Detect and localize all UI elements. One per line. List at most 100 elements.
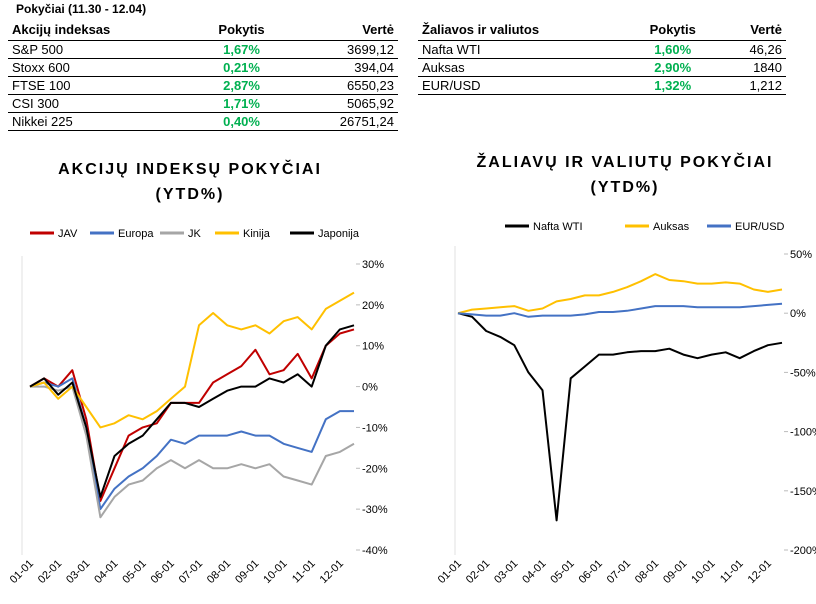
x-tick-label: 01-01	[436, 558, 464, 586]
table-row: Nikkei 225 0,40% 26751,24	[8, 112, 398, 131]
table-row: FTSE 100 2,87% 6550,23	[8, 76, 398, 95]
x-tick-label: 10-01	[689, 558, 717, 586]
y-tick-label: 50%	[790, 249, 812, 261]
table-cell: 1,67%	[194, 40, 290, 59]
legend-label: Japonija	[318, 228, 360, 240]
y-tick-label: 30%	[362, 259, 384, 271]
series-line	[30, 385, 355, 519]
y-tick-label: -20%	[362, 463, 388, 475]
table-cell: 1840	[718, 58, 786, 77]
x-tick-label: 02-01	[36, 558, 64, 586]
chart-title: ŽALIAVŲ IR VALIUTŲ POKYČIAI	[477, 152, 774, 171]
x-tick-label: 09-01	[233, 558, 261, 586]
legend-label: EUR/USD	[735, 221, 785, 233]
series-line	[457, 273, 783, 315]
column-header: Vertė	[289, 18, 398, 41]
table-cell: 1,71%	[194, 94, 290, 113]
table-cell: 394,04	[289, 58, 398, 77]
table-cell: Auksas	[418, 58, 628, 77]
legend-label: Nafta WTI	[533, 221, 583, 233]
table-row: Nafta WTI 1,60% 46,26	[418, 40, 786, 59]
table-cell: Nafta WTI	[418, 40, 628, 59]
x-tick-label: 12-01	[746, 558, 774, 586]
table-cell: 0,21%	[194, 58, 290, 77]
x-tick-label: 07-01	[177, 558, 205, 586]
table-cell: 1,32%	[627, 76, 719, 95]
table-cell: 26751,24	[289, 112, 398, 131]
y-tick-label: -50%	[790, 367, 816, 379]
x-tick-label: 05-01	[120, 558, 148, 586]
y-tick-label: -200%	[790, 545, 816, 557]
table-block: Pokyčiai (11.30 - 12.04) Akcijų indeksas P…	[8, 0, 398, 131]
x-tick-label: 08-01	[633, 558, 661, 586]
header-row: Žaliavos ir valiutos Pokytis Vertė	[418, 18, 786, 41]
y-tick-label: -30%	[362, 504, 388, 516]
y-tick-label: 10%	[362, 341, 384, 353]
y-tick-label: 20%	[362, 300, 384, 312]
table-cell: Nikkei 225	[8, 112, 195, 131]
x-tick-label: 05-01	[548, 558, 576, 586]
y-tick-label: -10%	[362, 422, 388, 434]
x-tick-label: 08-01	[205, 558, 233, 586]
series-line	[29, 324, 355, 498]
x-tick-label: 03-01	[64, 558, 92, 586]
table-cell: 5065,92	[289, 94, 398, 113]
x-tick-label: 11-01	[290, 558, 318, 586]
y-tick-label: -100%	[790, 427, 816, 439]
x-tick-label: 06-01	[149, 558, 177, 586]
table-title: Pokyčiai (11.30 - 12.04)	[16, 2, 147, 16]
column-header: Žaliavos ir valiutos	[418, 18, 628, 41]
table-row: CSI 300 1,71% 5065,92	[8, 94, 398, 113]
x-tick-label: 12-01	[318, 558, 346, 586]
column-header: Akcijų indeksas	[8, 18, 195, 41]
x-tick-label: 10-01	[261, 558, 289, 586]
series-line	[29, 328, 355, 502]
column-header: Pokytis	[194, 18, 290, 41]
table-row: EUR/USD 1,32% 1,212	[418, 76, 786, 95]
table-cell: 1,212	[718, 76, 786, 95]
legend-label: Europa	[118, 228, 154, 240]
table-row: S&P 500 1,67% 3699,12	[8, 40, 398, 59]
chart-subtitle: (YTD%)	[591, 179, 660, 196]
y-tick-label: -150%	[790, 486, 816, 498]
series-line	[457, 302, 783, 318]
x-tick-label: 02-01	[464, 558, 492, 586]
table-row: Auksas 2,90% 1840	[418, 58, 786, 77]
series-line	[457, 312, 783, 522]
table-cell: CSI 300	[8, 94, 195, 113]
table-cell: S&P 500	[8, 40, 195, 59]
x-tick-label: 09-01	[661, 558, 689, 586]
table-cell: FTSE 100	[8, 76, 195, 95]
x-tick-label: 06-01	[577, 558, 605, 586]
table-cell: Stoxx 600	[8, 58, 195, 77]
x-tick-label: 07-01	[605, 558, 633, 586]
column-header: Pokytis	[627, 18, 719, 41]
y-tick-label: 0%	[790, 308, 806, 320]
column-header: Vertė	[718, 18, 786, 41]
x-tick-label: 11-01	[718, 558, 746, 586]
legend-label: Kinija	[243, 228, 271, 240]
chart-title: AKCIJŲ INDEKSŲ POKYČIAI	[58, 159, 322, 178]
table-cell: 6550,23	[289, 76, 398, 95]
x-tick-label: 04-01	[520, 558, 548, 586]
table-cell: EUR/USD	[418, 76, 628, 95]
x-tick-label: 01-01	[8, 558, 36, 586]
table: Žaliavos ir valiutos Pokytis Vertė Nafta WT…	[418, 18, 786, 95]
series-line	[29, 291, 355, 429]
legend-label: JAV	[58, 228, 78, 240]
x-tick-label: 04-01	[92, 558, 120, 586]
legend-label: Auksas	[653, 221, 690, 233]
table-cell: 3699,12	[289, 40, 398, 59]
y-tick-label: -40%	[362, 545, 388, 557]
y-tick-label: 0%	[362, 382, 378, 394]
table-block: Žaliavos ir valiutos Pokytis Vertė Nafta WT…	[418, 18, 786, 95]
table-cell: 2,87%	[194, 76, 290, 95]
table-cell: 2,90%	[627, 58, 719, 77]
chart-subtitle: (YTD%)	[156, 186, 225, 203]
table-cell: 0,40%	[194, 112, 290, 131]
x-tick-label: 03-01	[492, 558, 520, 586]
legend-label: JK	[188, 228, 202, 240]
table: Akcijų indeksas Pokytis Vertė S&P 500 1,67% 3…	[8, 18, 398, 131]
